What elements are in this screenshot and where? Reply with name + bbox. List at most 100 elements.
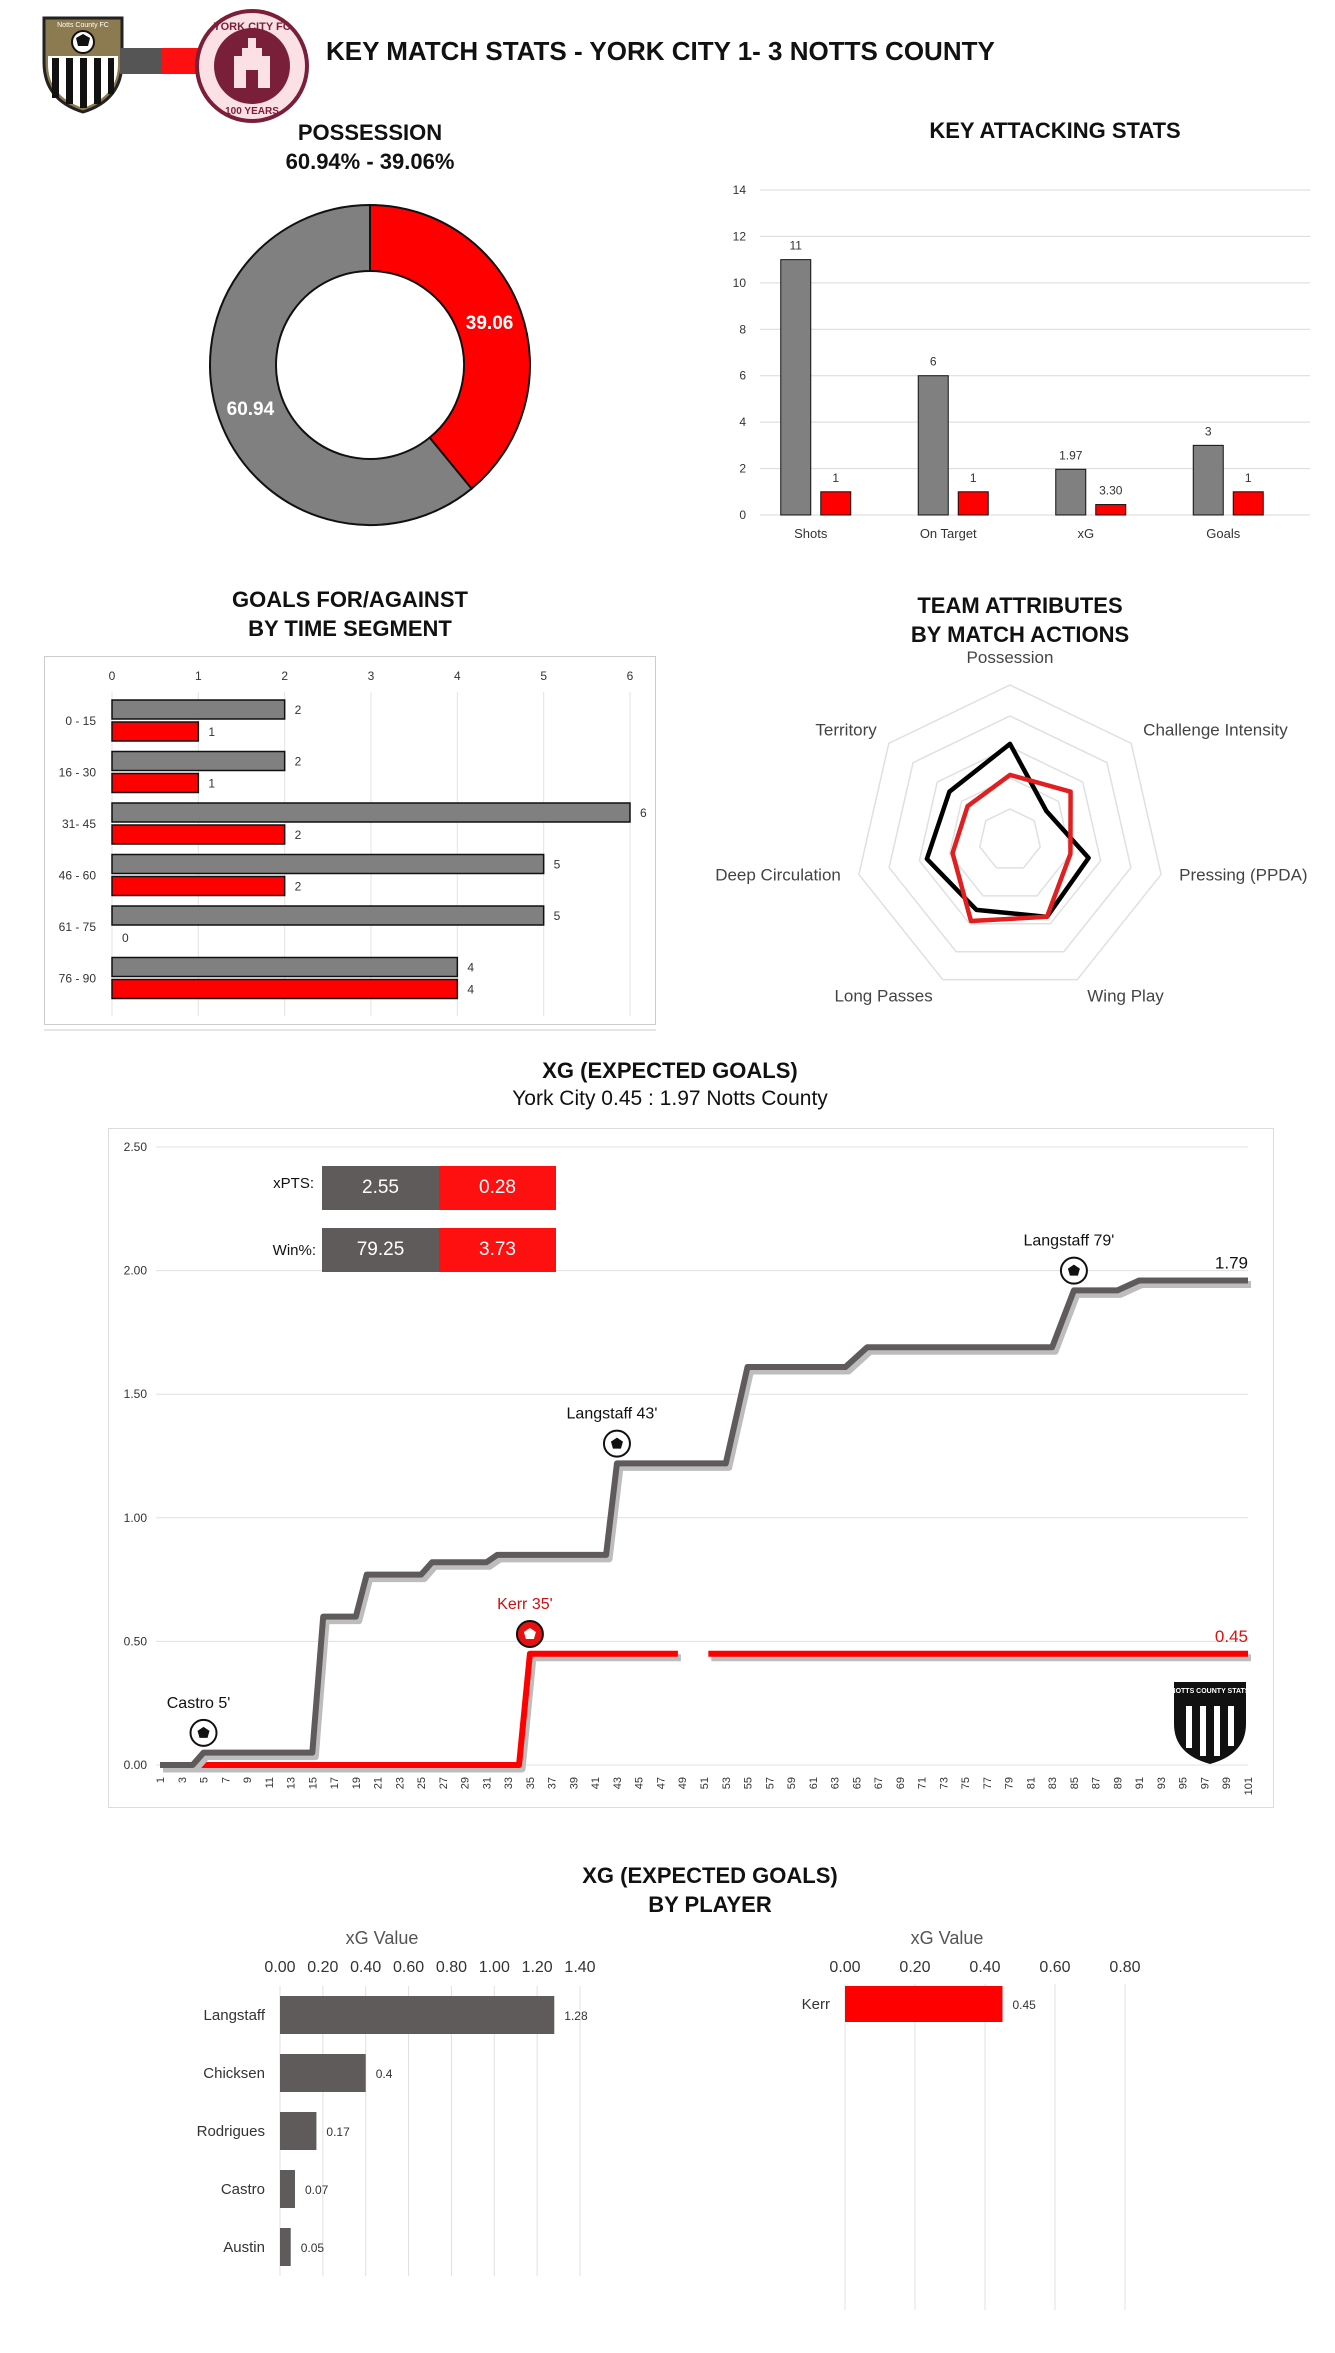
- attacking-data-label: 11: [790, 239, 803, 253]
- attacking-y-tick: 10: [733, 276, 747, 290]
- radar-axis-label: Deep Circulation: [715, 865, 841, 884]
- player-xg-bar: [280, 2054, 366, 2092]
- xg-x-tick: 11: [264, 1777, 276, 1788]
- attacking-y-tick: 2: [739, 462, 746, 476]
- xg-x-tick: 87: [1091, 1777, 1103, 1789]
- segment-bar: [111, 978, 459, 1000]
- xg-x-tick: 83: [1047, 1777, 1059, 1789]
- radar-axis-label: Territory: [815, 720, 877, 739]
- segment-bar: [111, 853, 545, 875]
- player-x-tick: 0.20: [307, 1959, 338, 1976]
- xg-x-tick: 55: [743, 1777, 755, 1789]
- radar-axis-label: Challenge Intensity: [1143, 720, 1288, 739]
- player-xg-bar: [280, 2228, 291, 2266]
- player-xg-bar: [845, 1986, 1003, 2022]
- xg-x-tick: 69: [895, 1777, 907, 1789]
- radar-grid-ring: [948, 777, 1072, 897]
- xpts-label: xPTS:: [273, 1175, 314, 1192]
- segment-frame: [44, 656, 656, 1025]
- possession-subtitle: 60.94% - 39.06%: [285, 149, 455, 174]
- xg-x-tick: 79: [1004, 1777, 1016, 1789]
- xg-x-tick: 45: [634, 1777, 646, 1789]
- xg-x-tick: 61: [808, 1777, 820, 1789]
- xg-x-tick: 39: [568, 1777, 580, 1789]
- player-name-label: Langstaff: [204, 2007, 266, 2024]
- xg-x-tick: 41: [590, 1777, 602, 1789]
- segment-bar: [111, 875, 286, 897]
- segment-data-label: 2: [295, 703, 302, 717]
- xg-title: XG (EXPECTED GOALS): [542, 1058, 798, 1083]
- xg-x-tick: 5: [199, 1777, 211, 1783]
- possession-slice: [369, 203, 531, 491]
- player-xg-label: 1.28: [564, 2009, 588, 2023]
- goal-label: Castro 5': [167, 1695, 231, 1712]
- xg-x-tick: 17: [329, 1777, 341, 1789]
- attacking-y-tick: 4: [739, 415, 746, 429]
- player-x-tick: 0.80: [1109, 1959, 1140, 1976]
- attributes-radar-chart: Possession Challenge Intensity Pressing (P…: [715, 650, 1307, 1006]
- xg-x-tick: 77: [982, 1777, 994, 1789]
- xg-x-tick: 89: [1112, 1777, 1124, 1789]
- xg-x-tick: 95: [1178, 1777, 1190, 1789]
- attacking-bar: [957, 491, 989, 516]
- player-xg-bar: [280, 2112, 317, 2150]
- player-x-tick: 0.40: [350, 1959, 381, 1976]
- segment-y-tick: 76 - 90: [59, 972, 97, 986]
- radar-axis-label: Pressing (PPDA): [1179, 865, 1307, 884]
- goal-label: Kerr 35': [497, 1596, 553, 1613]
- xg-x-tick: 71: [917, 1777, 929, 1789]
- radar-grid-ring: [888, 715, 1132, 953]
- attacking-y-tick: 8: [739, 322, 746, 336]
- radar-axis-label: Wing Play: [1087, 987, 1164, 1006]
- xg-x-tick: 67: [873, 1777, 885, 1789]
- radar-grid-ring: [918, 746, 1102, 925]
- player-name-label: Rodrigues: [197, 2123, 265, 2140]
- segment-data-label: 2: [295, 828, 302, 842]
- xg-y-tick: 0.00: [124, 1758, 148, 1772]
- xg-x-tick: 15: [307, 1777, 319, 1789]
- attacking-y-tick: 6: [739, 369, 746, 383]
- xg-y-tick: 0.50: [124, 1634, 148, 1648]
- segment-data-label: 4: [467, 983, 474, 997]
- player-xg-label: 0.17: [326, 2125, 350, 2139]
- win-notts: 79.25: [322, 1228, 439, 1272]
- xg-player-title-2: BY PLAYER: [648, 1892, 772, 1917]
- attacking-y-tick: 14: [733, 183, 747, 197]
- attacking-title: KEY ATTACKING STATS: [929, 118, 1181, 143]
- xg-x-tick: 49: [677, 1777, 689, 1789]
- svg-text:NOTTS COUNTY STATS: NOTTS COUNTY STATS: [1171, 1688, 1250, 1695]
- segment-x-tick: 2: [281, 669, 288, 683]
- radar-axis-label: Long Passes: [834, 987, 932, 1006]
- attacking-bar: [917, 375, 949, 516]
- segment-bar: [111, 905, 545, 926]
- xg-player-title-1: XG (EXPECTED GOALS): [582, 1863, 838, 1888]
- possession-value-label: 60.94: [227, 399, 275, 420]
- segment-bar: [111, 824, 286, 845]
- segment-x-tick: 3: [368, 669, 375, 683]
- goal-label: Langstaff 79': [1023, 1233, 1114, 1250]
- xg-x-tick: 73: [938, 1777, 950, 1789]
- segment-data-label: 2: [295, 755, 302, 769]
- xg-line-york: [160, 1650, 678, 1768]
- attacking-data-label: 3.30: [1099, 484, 1123, 498]
- xg-end-label-york: 0.45: [1215, 1627, 1248, 1646]
- logo-bar-grey: [120, 48, 162, 74]
- radar-axis-label: Possession: [967, 650, 1054, 667]
- attacking-bar: [1232, 491, 1264, 516]
- segment-x-tick: 1: [195, 669, 202, 683]
- player-name-label: Austin: [223, 2239, 265, 2256]
- xg-player-york-chart: xG Value 0.00 0.20 0.40 0.60 0.80 Kerr 0.45: [802, 1928, 1141, 2310]
- xg-x-tick: 59: [786, 1777, 798, 1789]
- notts-county-crest: Notts County FC: [42, 16, 124, 114]
- xg-x-tick: 85: [1069, 1777, 1081, 1789]
- attacking-bar: [1192, 444, 1224, 516]
- possession-donut-chart: 39.06 60.94: [209, 203, 531, 526]
- xg-x-tick: 101: [1243, 1777, 1255, 1795]
- segment-data-label: 6: [640, 806, 647, 820]
- xg-y-tick: 1.00: [124, 1511, 148, 1525]
- player-x-tick: 1.00: [479, 1959, 510, 1976]
- attributes-title-1: TEAM ATTRIBUTES: [917, 593, 1123, 618]
- radar-series-notts: [924, 741, 1091, 920]
- segment-y-tick: 46 - 60: [59, 869, 97, 883]
- segment-data-label: 1: [208, 777, 215, 791]
